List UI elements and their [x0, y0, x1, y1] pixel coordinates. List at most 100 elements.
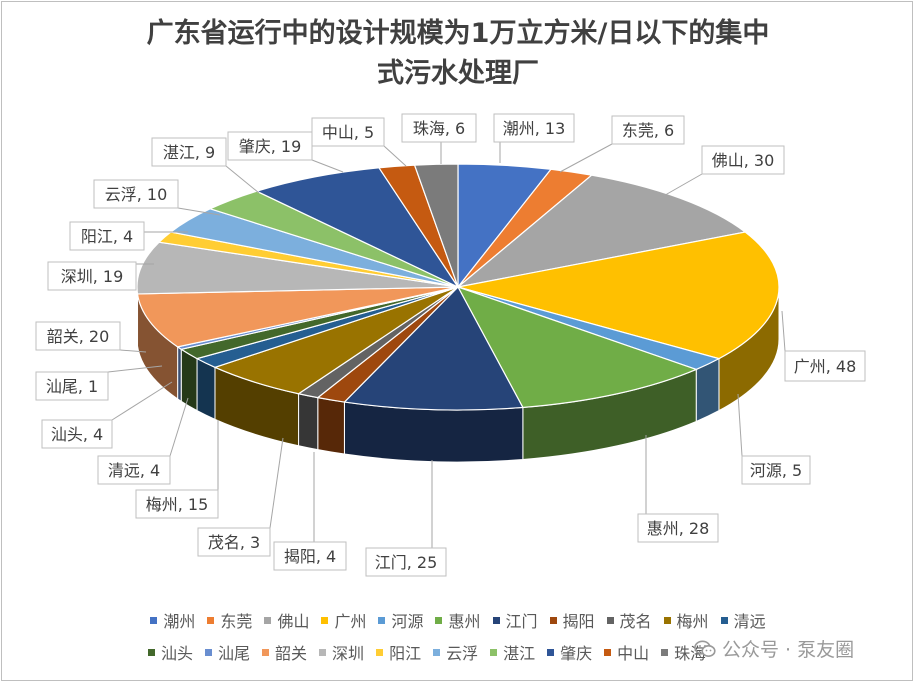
legend-swatch [663, 616, 671, 624]
legend-swatch [604, 648, 612, 656]
chart-title: 广东省运行中的设计规模为1万立方米/日以下的集中 式污水处理厂 [0, 14, 916, 94]
legend-label: 肇庆 [560, 644, 593, 663]
legend-label: 汕头 [161, 644, 194, 663]
pie-side-10 [196, 357, 216, 421]
pie-side-12 [177, 345, 182, 403]
leader-line-12 [107, 365, 163, 373]
legend-label: 佛山 [277, 612, 310, 631]
pie-top [136, 163, 780, 411]
leader-line-16 [177, 207, 221, 216]
legend-item: 珠海 [661, 640, 706, 664]
wechat-icon [694, 640, 716, 657]
pie-slice-3 [457, 231, 780, 360]
pie-side-6 [343, 401, 524, 463]
data-label-7: 揭阳, 4 [284, 547, 336, 566]
legend-label: 河源 [391, 612, 424, 631]
data-label-box-16 [93, 179, 179, 209]
data-label-box-20 [401, 113, 477, 143]
pie-side-7 [317, 397, 345, 455]
pie-slice-20 [413, 163, 459, 288]
watermark: 公众号 · 泵友圈 [694, 635, 854, 662]
legend-item: 韶关 [262, 640, 307, 664]
pie-slice-18 [254, 167, 460, 289]
pie-side-11 [180, 348, 198, 412]
data-label-box-13 [35, 321, 121, 351]
data-label-box-4 [741, 455, 811, 485]
leader-line-3 [781, 310, 786, 352]
legend-row-1: 汕头 汕尾 韶关 深圳 阳江 云浮 湛江 肇庆 中山 珠海 [0, 636, 916, 668]
legend-swatch [264, 616, 272, 624]
pie-slice-5 [456, 285, 698, 409]
data-label-box-6 [365, 547, 447, 577]
legend-label: 珠海 [674, 644, 707, 663]
data-label-box-5 [637, 513, 719, 543]
legend-row-0: 潮州 东莞 佛山 广州 河源 惠州 江门 揭阳 茂名 梅州 清远 [0, 604, 916, 636]
data-label-8: 茂名, 3 [208, 533, 260, 552]
legend-item: 汕头 [148, 640, 193, 664]
legend-swatch [549, 616, 557, 624]
legend-label: 汕尾 [218, 644, 251, 663]
data-label-box-12 [35, 371, 109, 401]
data-label-3: 广州, 48 [794, 357, 857, 376]
data-label-5: 惠州, 28 [647, 519, 710, 538]
legend-swatch [150, 616, 158, 624]
legend-swatch [492, 616, 500, 624]
data-labels: 潮州, 13 东莞, 6 佛山, 30 广州, 48 河源, 5 惠州, 28 江门, 25… [35, 113, 866, 577]
data-label-box-7 [273, 541, 347, 571]
data-label-11: 汕头, 4 [51, 425, 103, 444]
legend-label: 江门 [505, 612, 538, 631]
pie-slice-13 [136, 286, 459, 348]
legend-item: 江门 [492, 608, 538, 632]
data-label-16: 云浮, 10 [105, 185, 168, 204]
legend-swatch [490, 648, 498, 656]
legend-swatch [376, 648, 384, 656]
data-label-19: 中山, 5 [322, 123, 374, 142]
leader-line-1 [559, 143, 613, 173]
leader-line-10 [169, 397, 189, 457]
legend-item: 汕尾 [205, 640, 250, 664]
watermark-text: 公众号 · 泵友圈 [722, 639, 855, 661]
data-label-box-17 [151, 137, 227, 167]
legend-label: 阳江 [389, 644, 422, 663]
legend-swatch [319, 648, 327, 656]
data-label-box-18 [227, 131, 313, 161]
legend-label: 清远 [733, 612, 766, 631]
legend-item: 阳江 [376, 640, 421, 664]
legend-item: 揭阳 [549, 608, 595, 632]
legend-item: 深圳 [319, 640, 364, 664]
data-label-box-19 [311, 117, 385, 147]
legend-label: 广州 [334, 612, 367, 631]
legend-swatch [433, 648, 441, 656]
data-label-9: 梅州, 15 [146, 495, 209, 514]
legend-item: 东莞 [207, 608, 252, 632]
chart-title-line-1: 广东省运行中的设计规模为1万立方米/日以下的集中 [146, 18, 770, 49]
legend-swatch [720, 616, 728, 624]
data-label-17: 湛江, 9 [163, 143, 215, 162]
legend-label: 茂名 [619, 612, 652, 631]
legend-swatch [547, 648, 555, 656]
legend-label: 云浮 [446, 644, 479, 663]
data-label-10: 清远, 4 [108, 461, 160, 480]
leader-line-11 [111, 381, 173, 421]
legend-item: 中山 [604, 640, 649, 664]
data-label-box-0 [493, 113, 575, 143]
legend-label: 中山 [617, 644, 650, 663]
legend-swatch [207, 616, 215, 624]
pie-side-8 [298, 393, 319, 451]
data-label-18: 肇庆, 19 [239, 137, 302, 156]
legend-item: 惠州 [435, 608, 481, 632]
leader-line-2 [659, 173, 703, 199]
legend-swatch [435, 616, 443, 624]
legend-item: 茂名 [606, 608, 652, 632]
legend-item: 梅州 [663, 608, 709, 632]
legend-item: 肇庆 [547, 640, 592, 664]
data-label-box-8 [197, 527, 271, 557]
legend-swatch [661, 648, 669, 656]
legend-item: 广州 [321, 608, 366, 632]
legend-swatch [378, 616, 386, 624]
pie-slice-2 [455, 174, 747, 289]
data-label-13: 韶关, 20 [47, 327, 110, 346]
leader-line-13 [119, 349, 147, 353]
data-label-box-1 [611, 115, 685, 145]
